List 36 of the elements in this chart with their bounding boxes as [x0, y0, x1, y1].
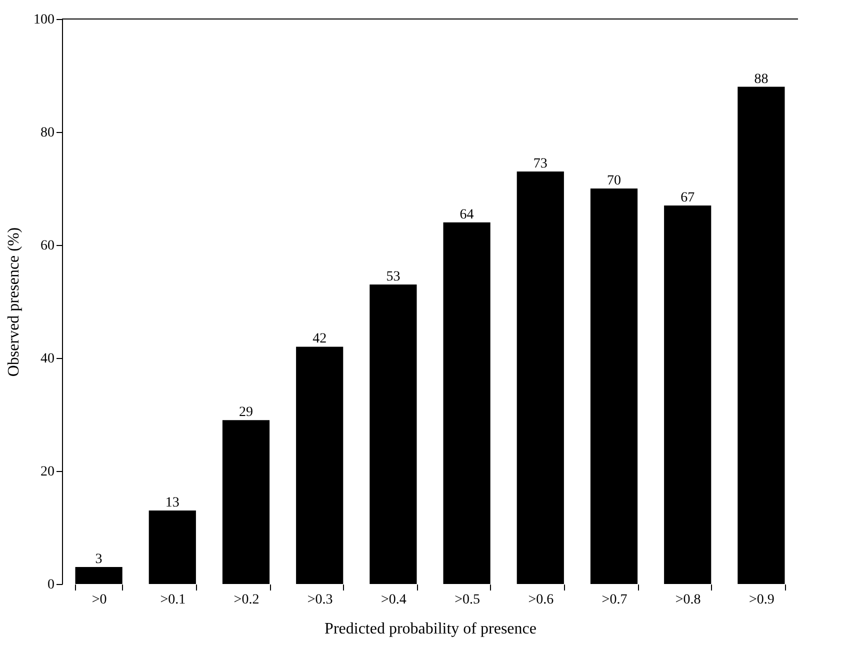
y-axis-title: Observed presence (%)	[6, 227, 22, 377]
data-label: 13	[165, 496, 180, 511]
data-label: 64	[460, 207, 474, 222]
x-tick-label: >0.2	[234, 592, 260, 608]
x-tick-label: >0.6	[528, 592, 554, 608]
data-label: 53	[386, 270, 400, 285]
data-label: 29	[239, 405, 253, 420]
data-label: 70	[607, 174, 621, 188]
bar	[370, 284, 417, 584]
x-tick-label: >0.9	[748, 592, 774, 608]
y-tick-label: 60	[40, 238, 54, 254]
y-tick-label: 40	[40, 352, 54, 366]
data-label: 67	[680, 190, 695, 206]
data-label: 73	[533, 156, 548, 172]
data-label: 3	[95, 552, 102, 568]
bar	[664, 205, 712, 584]
y-tick-label: 100	[34, 12, 54, 28]
x-tick-label: >0.5	[454, 592, 480, 608]
x-tick-label: >0.7	[602, 592, 628, 608]
bar	[516, 172, 564, 584]
y-tick-label: 0	[48, 578, 54, 592]
x-tick-label: >0.4	[380, 592, 406, 608]
bar	[222, 420, 270, 584]
x-axis-title: Predicted probability of presence	[324, 620, 536, 638]
x-tick-label: >0.1	[160, 592, 186, 608]
bar	[148, 510, 196, 584]
data-label: 88	[754, 72, 768, 87]
x-tick-label: >0	[92, 592, 107, 608]
bar	[738, 86, 785, 584]
y-tick-label: 80	[40, 126, 54, 140]
bar	[296, 346, 344, 584]
data-label: 42	[312, 332, 327, 347]
y-tick-label: 20	[40, 464, 54, 480]
bar	[590, 188, 638, 584]
x-tick-label: >0.8	[675, 592, 701, 608]
x-tick-label: >0.3	[307, 592, 333, 608]
